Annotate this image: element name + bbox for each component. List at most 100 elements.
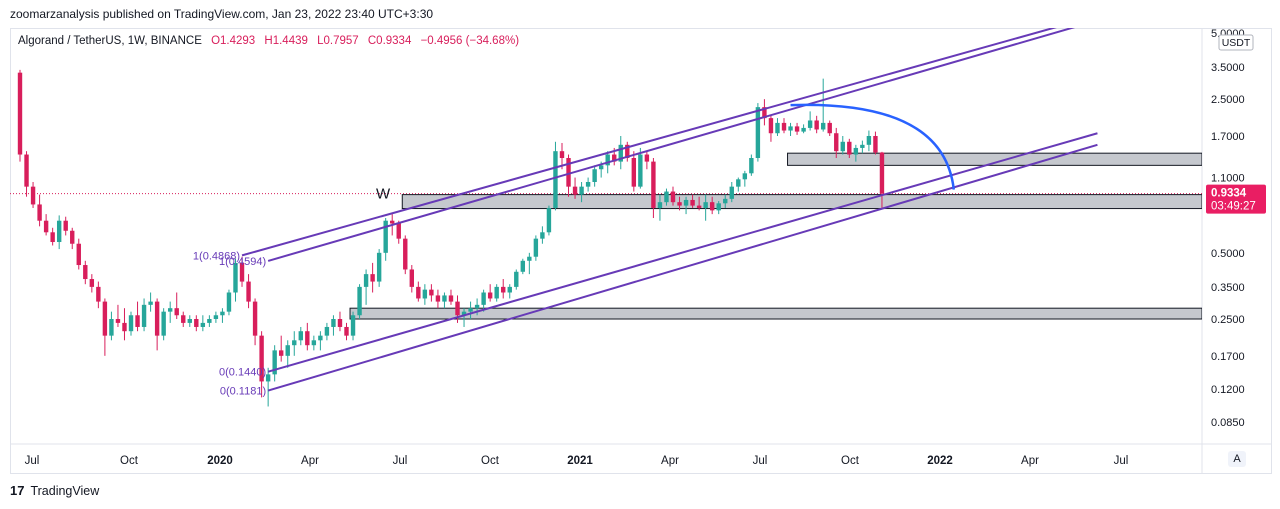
- support-zone[interactable]: [401, 194, 1202, 210]
- fib-label: 1(0.4868): [193, 250, 240, 262]
- arc-curve[interactable]: [790, 103, 956, 190]
- channel-line[interactable]: [267, 20, 1097, 262]
- candle-body: [174, 308, 179, 316]
- candle-body: [579, 186, 584, 195]
- candle-body: [239, 262, 245, 282]
- candle-body: [17, 72, 23, 155]
- price-tick-label: 1.1000: [1211, 173, 1245, 185]
- candle-body: [344, 326, 349, 336]
- candle-body: [89, 279, 95, 287]
- candle-body: [631, 158, 637, 187]
- price-tick-label: 0.2500: [1211, 314, 1245, 326]
- candle-body: [37, 204, 42, 221]
- candle-body: [370, 274, 375, 282]
- tradingview-logo-icon[interactable]: 17: [10, 483, 25, 498]
- candle-body: [167, 308, 173, 312]
- candle-body: [683, 199, 689, 206]
- time-tick-label: Apr: [301, 455, 319, 467]
- candle-body: [161, 311, 166, 336]
- candle-body: [435, 295, 441, 302]
- candle-body: [43, 220, 49, 233]
- candle-body: [409, 269, 414, 287]
- time-tick-label: 2020: [207, 455, 233, 467]
- footer: 17 TradingView: [10, 483, 99, 498]
- candle-body: [56, 220, 62, 243]
- channel-line[interactable]: [267, 143, 1098, 392]
- time-tick-label: Jul: [25, 455, 40, 467]
- candle-body: [820, 122, 826, 130]
- candle-body: [768, 118, 774, 134]
- candle-body: [350, 315, 356, 336]
- candle-body: [520, 260, 526, 272]
- candle-body: [83, 265, 88, 280]
- candle-body: [220, 311, 225, 316]
- candle-body: [762, 107, 767, 119]
- candle-body: [749, 158, 754, 174]
- channel-line[interactable]: [241, 16, 1097, 257]
- candle-body: [50, 232, 55, 243]
- price-tick-label: 0.0850: [1211, 417, 1245, 429]
- candle-body: [24, 154, 29, 187]
- candle-body: [416, 286, 421, 299]
- candle-body: [540, 232, 545, 239]
- time-tick-label: Oct: [481, 455, 500, 467]
- candle-body: [729, 186, 734, 199]
- candle-body: [853, 147, 859, 155]
- candle-body: [102, 301, 108, 336]
- candle-body: [638, 154, 643, 187]
- candle-body: [788, 126, 793, 131]
- candle-body: [429, 289, 434, 296]
- candle-body: [736, 179, 741, 187]
- candle-body: [448, 295, 454, 302]
- candle-body: [285, 345, 290, 356]
- candle-body: [76, 243, 81, 266]
- candle-body: [279, 350, 284, 356]
- price-tick-label: 3.5000: [1211, 62, 1245, 74]
- bar-countdown-label: 03:49:27: [1211, 201, 1256, 213]
- price-tick-label: 0.5000: [1211, 248, 1245, 260]
- candle-body: [115, 319, 121, 323]
- candle-body: [527, 256, 532, 261]
- currency-badge[interactable]: [1218, 34, 1254, 51]
- fib-label: 1(0.4594): [219, 256, 266, 268]
- candle-body: [487, 292, 493, 299]
- candle-body: [585, 181, 591, 187]
- time-tick-label: Apr: [661, 455, 679, 467]
- candle-body: [677, 202, 682, 206]
- candle-body: [259, 335, 264, 382]
- candle-body: [468, 308, 473, 312]
- candle-body: [403, 238, 408, 270]
- candle-body: [376, 252, 382, 282]
- time-tick-label: Apr: [1021, 455, 1039, 467]
- candle-body: [533, 238, 539, 257]
- candle-body: [96, 286, 101, 302]
- candle-body: [252, 301, 258, 336]
- candle-body: [246, 281, 251, 302]
- candle-body: [866, 135, 872, 145]
- support-zone[interactable]: [787, 152, 1202, 166]
- candle-body: [141, 304, 147, 327]
- candle-body: [827, 122, 832, 134]
- auto-scale-button[interactable]: A: [1228, 451, 1246, 467]
- candle-body: [566, 158, 571, 187]
- candle-body: [716, 203, 721, 211]
- support-zone[interactable]: [349, 307, 1202, 320]
- candle-body: [194, 319, 199, 327]
- candle-body: [775, 122, 780, 134]
- candle-body: [455, 301, 460, 316]
- candle-body: [703, 202, 708, 208]
- candle-body: [148, 301, 153, 305]
- candle-body: [670, 191, 676, 203]
- time-tick-label: Jul: [1114, 455, 1129, 467]
- candle-body: [657, 202, 663, 208]
- ohlc-high: H1.4439: [264, 35, 308, 47]
- pattern-label-w: W: [376, 186, 391, 203]
- channel-line[interactable]: [267, 132, 1098, 373]
- tradingview-brand[interactable]: TradingView: [30, 483, 100, 498]
- candle-body: [390, 220, 395, 224]
- candle-body: [801, 127, 806, 132]
- candle-body: [461, 311, 467, 316]
- candle-body: [873, 135, 878, 153]
- candle-body: [383, 220, 388, 253]
